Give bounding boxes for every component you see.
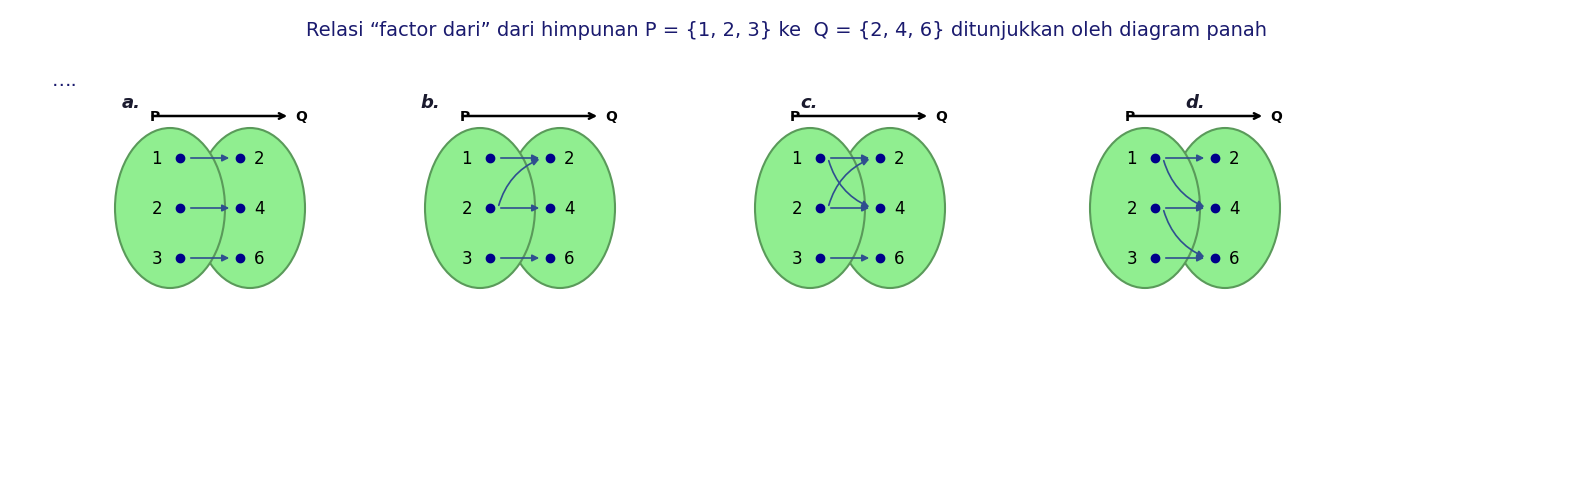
Text: 1: 1 bbox=[461, 150, 472, 168]
Text: 6: 6 bbox=[255, 249, 264, 267]
Text: 2: 2 bbox=[1229, 150, 1240, 168]
Text: 6: 6 bbox=[564, 249, 574, 267]
FancyArrowPatch shape bbox=[190, 206, 228, 211]
Text: ….: …. bbox=[52, 71, 77, 90]
FancyArrowPatch shape bbox=[828, 162, 868, 207]
Text: 6: 6 bbox=[894, 249, 904, 267]
Text: d.: d. bbox=[1185, 94, 1204, 112]
Text: 4: 4 bbox=[1229, 200, 1239, 218]
FancyArrowPatch shape bbox=[830, 156, 868, 162]
Text: P: P bbox=[791, 110, 800, 124]
Text: 1: 1 bbox=[1127, 150, 1137, 168]
FancyArrowPatch shape bbox=[501, 156, 538, 162]
Text: 2: 2 bbox=[461, 200, 472, 218]
Text: 4: 4 bbox=[564, 200, 574, 218]
Text: Relasi “factor dari” dari himpunan P = {1, 2, 3} ke  Q = {2, 4, 6} ditunjukkan o: Relasi “factor dari” dari himpunan P = {… bbox=[305, 21, 1267, 40]
Text: 4: 4 bbox=[255, 200, 264, 218]
FancyArrowPatch shape bbox=[498, 160, 538, 206]
Ellipse shape bbox=[1170, 129, 1280, 288]
Text: 2: 2 bbox=[151, 200, 162, 218]
FancyArrowPatch shape bbox=[501, 206, 538, 211]
Ellipse shape bbox=[755, 129, 865, 288]
Ellipse shape bbox=[115, 129, 225, 288]
Text: 1: 1 bbox=[791, 150, 802, 168]
Ellipse shape bbox=[835, 129, 945, 288]
Text: 2: 2 bbox=[894, 150, 904, 168]
Text: P: P bbox=[461, 110, 470, 124]
FancyArrowPatch shape bbox=[830, 256, 868, 261]
FancyArrowPatch shape bbox=[1163, 211, 1203, 257]
Ellipse shape bbox=[1089, 129, 1199, 288]
Text: b.: b. bbox=[420, 94, 440, 112]
FancyArrowPatch shape bbox=[830, 206, 868, 211]
Ellipse shape bbox=[424, 129, 534, 288]
Text: c.: c. bbox=[800, 94, 817, 112]
Text: Q: Q bbox=[935, 110, 946, 124]
Text: 3: 3 bbox=[461, 249, 472, 267]
FancyArrowPatch shape bbox=[190, 256, 228, 261]
Text: Q: Q bbox=[1270, 110, 1281, 124]
FancyArrowPatch shape bbox=[828, 160, 868, 206]
Text: a.: a. bbox=[123, 94, 141, 112]
Text: 6: 6 bbox=[1229, 249, 1239, 267]
Text: P: P bbox=[149, 110, 160, 124]
Text: 2: 2 bbox=[255, 150, 264, 168]
Text: Q: Q bbox=[605, 110, 616, 124]
FancyArrowPatch shape bbox=[1166, 156, 1203, 162]
Text: 3: 3 bbox=[1127, 249, 1137, 267]
Text: 2: 2 bbox=[1127, 200, 1137, 218]
Text: 3: 3 bbox=[151, 249, 162, 267]
Text: Q: Q bbox=[296, 110, 307, 124]
FancyArrowPatch shape bbox=[1166, 206, 1203, 211]
FancyArrowPatch shape bbox=[1163, 162, 1203, 207]
Ellipse shape bbox=[195, 129, 305, 288]
Text: P: P bbox=[1126, 110, 1135, 124]
Ellipse shape bbox=[505, 129, 615, 288]
FancyArrowPatch shape bbox=[1166, 256, 1203, 261]
Text: 3: 3 bbox=[791, 249, 802, 267]
FancyArrowPatch shape bbox=[501, 256, 538, 261]
Text: 2: 2 bbox=[791, 200, 802, 218]
FancyArrowPatch shape bbox=[190, 156, 228, 162]
Text: 4: 4 bbox=[894, 200, 904, 218]
Text: 1: 1 bbox=[151, 150, 162, 168]
Text: 2: 2 bbox=[564, 150, 575, 168]
